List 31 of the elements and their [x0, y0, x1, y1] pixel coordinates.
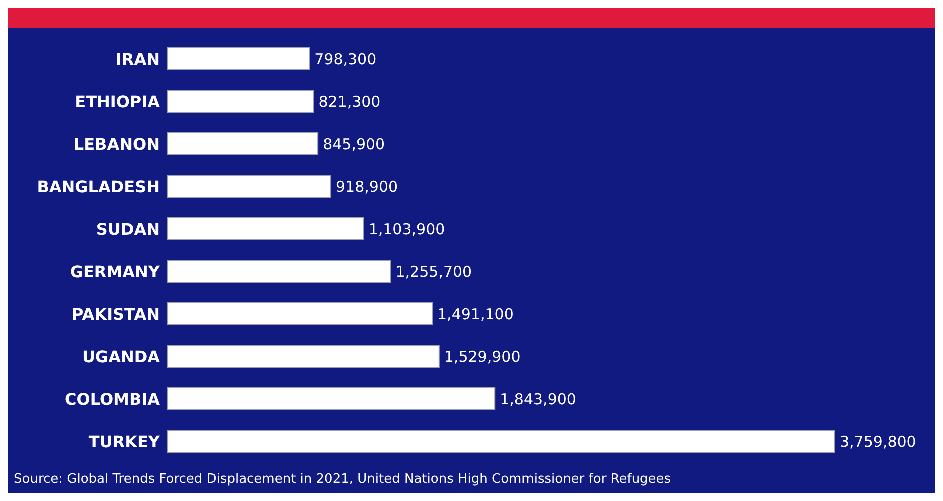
- data-label: 845,900: [323, 135, 386, 154]
- data-label: 1,529,900: [444, 348, 521, 366]
- data-label: 798,300: [314, 50, 377, 68]
- bar: [168, 175, 332, 198]
- bar: [168, 260, 392, 283]
- data-label: 1,255,700: [396, 262, 472, 281]
- bar: [168, 48, 310, 70]
- bar: [168, 132, 319, 156]
- source-note: Source: Global Trends Forced Displacement in 2021, United Nations High Commissioner for Refugees: [14, 472, 672, 487]
- bar: [168, 218, 364, 240]
- y-tick-label: SUDAN: [96, 220, 160, 239]
- data-label: 821,300: [318, 92, 381, 111]
- data-label: 1,103,900: [368, 220, 446, 238]
- y-tick-label: TURKEY: [88, 432, 160, 452]
- bar: [168, 90, 314, 113]
- y-tick-label: BANGLADESH: [37, 177, 160, 196]
- bar: [168, 302, 434, 326]
- bar: [168, 345, 440, 368]
- y-tick-label: UGANDA: [82, 347, 161, 366]
- y-tick-label: PAKISTAN: [72, 304, 160, 324]
- data-label: 3,759,800: [840, 432, 916, 451]
- y-tick-label: GERMANY: [70, 262, 160, 282]
- data-label: 1,843,900: [500, 390, 576, 408]
- y-tick-label: ETHIOPIA: [75, 92, 161, 112]
- bar: [168, 388, 496, 410]
- data-label: 1,491,100: [438, 305, 514, 324]
- y-tick-label: LEBANON: [74, 134, 160, 154]
- bar: [168, 430, 836, 453]
- y-tick-label: COLOMBIA: [64, 390, 161, 409]
- data-label: 918,900: [336, 178, 398, 196]
- y-tick-label: IRAN: [116, 50, 160, 69]
